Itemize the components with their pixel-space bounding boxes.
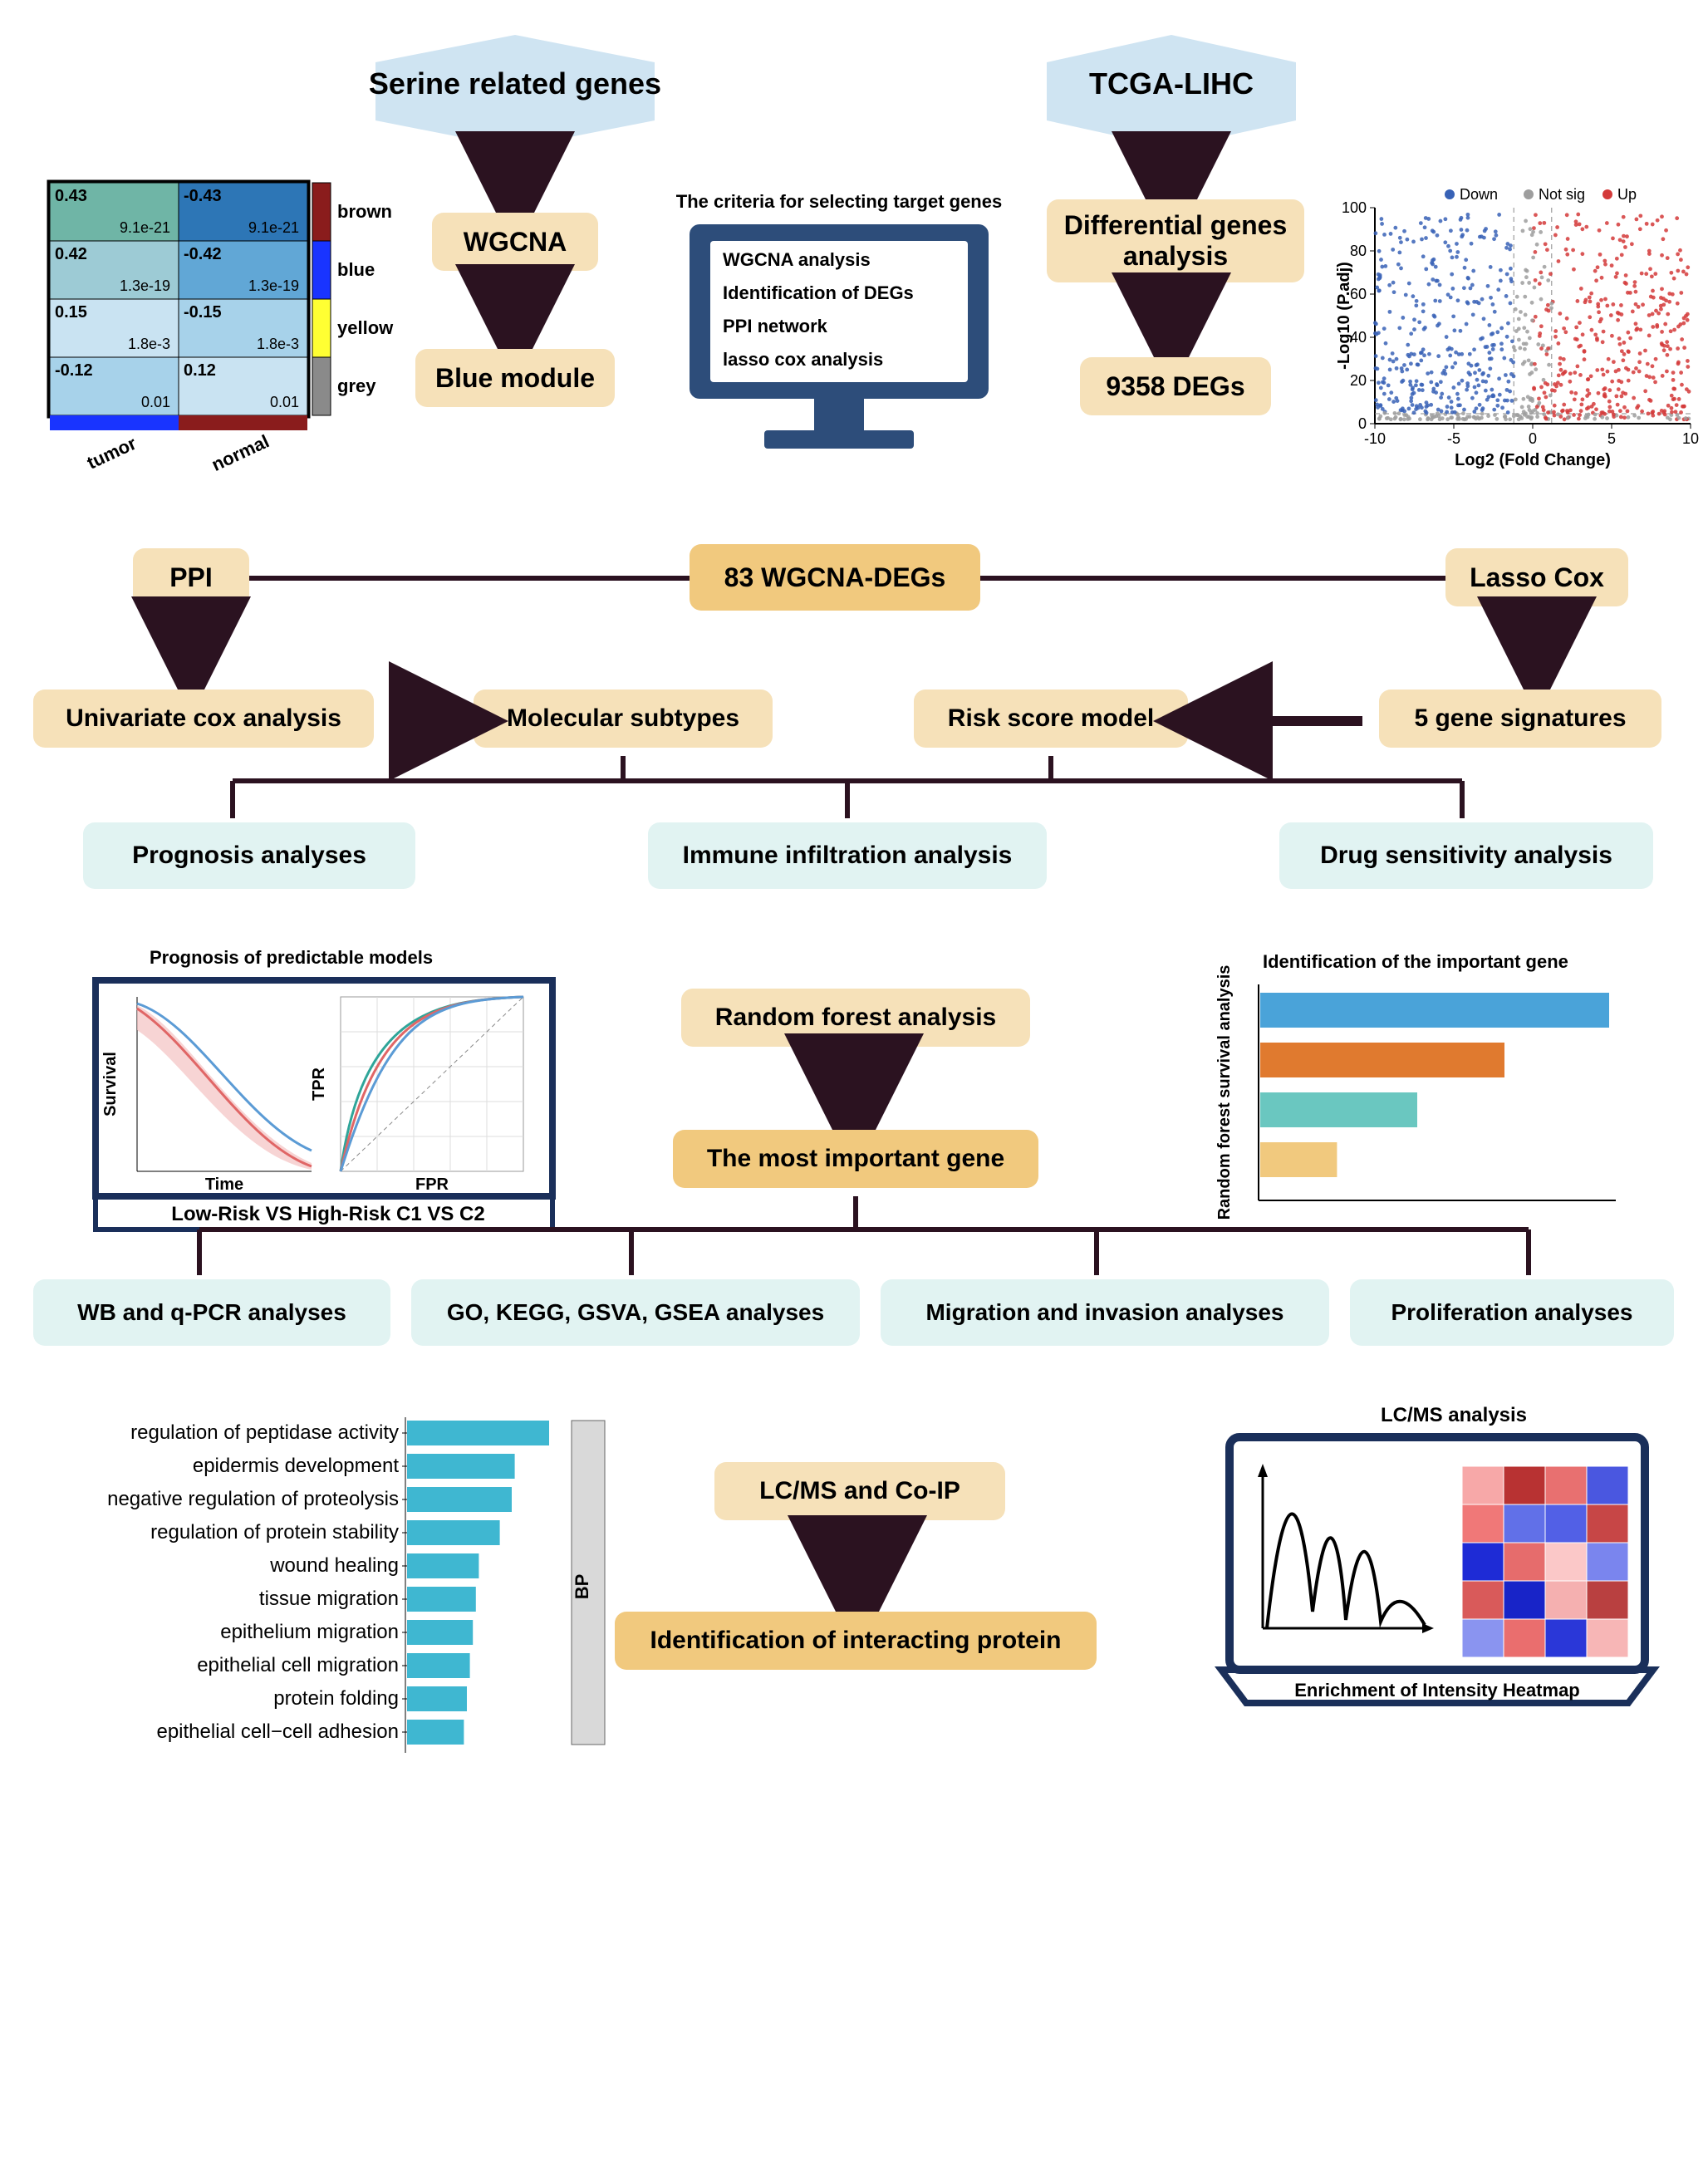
monitor-item-2: PPI network [723, 316, 827, 337]
lcms-panel: Enrichment of Intensity Heatmap [1213, 1429, 1661, 1745]
go-bars: regulation of peptidase activity epiderm… [33, 1412, 681, 1769]
wgcna-degs-box: 83 WGCNA-DEGs [690, 544, 980, 611]
svg-text:Survival: Survival [101, 1052, 120, 1117]
wgcna-heatmap: 0.43 9.1e-21 -0.43 9.1e-21 0.42 1.3e-19 -0.42 1… [33, 174, 399, 474]
svg-text:-0.43: -0.43 [184, 187, 222, 205]
svg-text:100: 100 [1342, 199, 1367, 216]
svg-text:-0.12: -0.12 [55, 361, 93, 380]
svg-text:-10: -10 [1364, 430, 1386, 447]
svg-text:20: 20 [1350, 372, 1367, 389]
lcms-coip-box: LC/MS and Co-IP [714, 1462, 1005, 1520]
svg-text:Down: Down [1460, 186, 1498, 203]
svg-text:1.3e-19: 1.3e-19 [248, 277, 299, 294]
go-kegg-box: GO, KEGG, GSVA, GSEA analyses [411, 1279, 860, 1346]
riskscore-box: Risk score model [914, 690, 1188, 748]
km-panel: Survival Time TPR FPR [91, 976, 557, 1234]
svg-text:80: 80 [1350, 243, 1367, 259]
svg-text:epithelial cell−cell adhesion: epithelial cell−cell adhesion [156, 1720, 399, 1743]
svg-text:-0.42: -0.42 [184, 245, 222, 263]
monitor-item-0: WGCNA analysis [723, 249, 871, 271]
connector-rf-row7 [133, 1196, 1595, 1279]
svg-text:blue: blue [337, 259, 375, 280]
immune-box: Immune infiltration analysis [648, 822, 1047, 889]
diffgenes-box: Differential genes analysis [1047, 199, 1304, 282]
svg-text:1.8e-3: 1.8e-3 [257, 336, 299, 352]
svg-text:tumor: tumor [84, 433, 140, 474]
svg-text:-Log10 (P.adj): -Log10 (P.adj) [1335, 262, 1353, 370]
svg-text:Time: Time [205, 1175, 243, 1194]
svg-text:yellow: yellow [337, 317, 394, 338]
svg-text:-5: -5 [1447, 430, 1460, 447]
rf-bars: Random forest survival analysis [1213, 947, 1645, 1213]
svg-text:0: 0 [1529, 430, 1537, 447]
ppi-box: PPI [133, 548, 249, 606]
connector-4-5 [199, 756, 1495, 822]
wb-qpcr-box: WB and q-PCR analyses [33, 1279, 390, 1346]
lassocox-box: Lasso Cox [1445, 548, 1628, 606]
svg-text:epidermis development: epidermis development [193, 1455, 399, 1477]
svg-text:Not sig: Not sig [1539, 186, 1585, 203]
monitor-item-1: Identification of DEGs [723, 282, 914, 304]
lcms-title: LC/MS analysis [1329, 1404, 1578, 1427]
migration-box: Migration and invasion analyses [881, 1279, 1329, 1346]
svg-text:0: 0 [1358, 415, 1367, 432]
svg-text:10: 10 [1682, 430, 1699, 447]
svg-text:BP: BP [572, 1574, 592, 1600]
svg-text:9.1e-21: 9.1e-21 [248, 219, 299, 236]
svg-text:brown: brown [337, 201, 392, 222]
drug-box: Drug sensitivity analysis [1279, 822, 1653, 889]
svg-text:Log2 (Fold Change): Log2 (Fold Change) [1455, 451, 1611, 469]
svg-text:0.01: 0.01 [141, 394, 170, 410]
svg-text:regulation of protein stabilit: regulation of protein stability [150, 1521, 399, 1544]
hex-tcga-label: TCGA-LIHC [1030, 66, 1313, 101]
degs-box: 9358 DEGs [1080, 357, 1271, 415]
wgcna-box: WGCNA [432, 213, 598, 271]
svg-text:epithelial cell migration: epithelial cell migration [197, 1654, 399, 1676]
svg-text:1.8e-3: 1.8e-3 [128, 336, 170, 352]
monitor-title: The criteria for selecting target genes [673, 191, 1005, 213]
svg-text:1.3e-19: 1.3e-19 [120, 277, 170, 294]
svg-text:0.12: 0.12 [184, 361, 216, 380]
svg-text:grey: grey [337, 375, 376, 396]
svg-text:epithelium migration: epithelium migration [220, 1621, 399, 1643]
interacting-protein-box: Identification of interacting protein [615, 1612, 1097, 1670]
prolif-box: Proliferation analyses [1350, 1279, 1674, 1346]
bluemodule-box: Blue module [415, 349, 615, 407]
hex-serine-label: Serine related genes [349, 66, 681, 101]
svg-text:wound healing: wound healing [269, 1554, 399, 1577]
molsubtypes-box: Molecular subtypes [474, 690, 773, 748]
svg-text:protein folding: protein folding [273, 1687, 399, 1710]
svg-text:TPR: TPR [310, 1067, 328, 1101]
svg-text:Random forest survival analysi: Random forest survival analysis [1215, 965, 1234, 1220]
svg-text:5: 5 [1607, 430, 1616, 447]
svg-text:FPR: FPR [415, 1175, 449, 1194]
rf-analysis-box: Random forest analysis [681, 989, 1030, 1047]
km-title: Prognosis of predictable models [150, 947, 433, 969]
svg-text:9.1e-21: 9.1e-21 [120, 219, 170, 236]
svg-text:normal: normal [209, 430, 272, 475]
svg-text:Up: Up [1617, 186, 1637, 203]
svg-text:tissue migration: tissue migration [259, 1588, 399, 1610]
volcano-plot: -10-50510020406080100DownNot sigUpLog2 (… [1337, 183, 1686, 482]
svg-text:0.43: 0.43 [55, 187, 87, 205]
svg-text:-0.15: -0.15 [184, 303, 222, 321]
prognosis-box: Prognosis analyses [83, 822, 415, 889]
5gene-box: 5 gene signatures [1379, 690, 1661, 748]
univariate-box: Univariate cox analysis [33, 690, 374, 748]
svg-text:0.42: 0.42 [55, 245, 87, 263]
svg-text:regulation of peptidase activi: regulation of peptidase activity [130, 1421, 399, 1444]
monitor-item-3: lasso cox analysis [723, 349, 883, 371]
svg-text:Enrichment of Intensity Heatma: Enrichment of Intensity Heatmap [1294, 1680, 1580, 1701]
svg-text:0.15: 0.15 [55, 303, 87, 321]
svg-text:negative regulation of proteol: negative regulation of proteolysis [107, 1488, 399, 1510]
rf-important-box: The most important gene [673, 1130, 1038, 1188]
svg-text:0.01: 0.01 [270, 394, 299, 410]
